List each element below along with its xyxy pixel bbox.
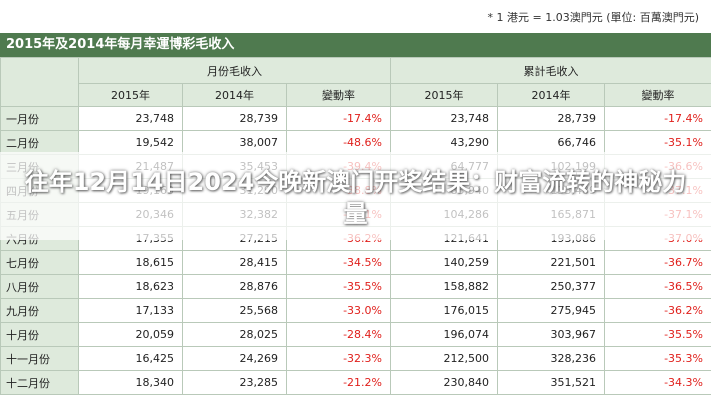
headline-overlay-band <box>0 152 711 240</box>
monthly-change-header: 變動率 <box>286 83 391 107</box>
monthly-2015-cell: 18,623 <box>78 274 183 299</box>
table-row: 十一月份 16,425 24,269 -32.3% 212,500 328,236 -35.… <box>0 346 711 371</box>
cumulative-2015-cell: 158,882 <box>390 274 498 299</box>
month-cell: 一月份 <box>0 106 79 131</box>
cumulative-2015-cell: 176,015 <box>390 298 498 323</box>
cumulative-2014-cell: 250,377 <box>497 274 605 299</box>
monthly-change-cell: -48.6% <box>286 130 391 155</box>
table-row: 九月份 17,133 25,568 -33.0% 176,015 275,945 -36.2… <box>0 298 711 323</box>
monthly-2014-header: 2014年 <box>182 83 287 107</box>
table-row: 十月份 20,059 28,025 -28.4% 196,074 303,967 -35.5… <box>0 322 711 347</box>
table-title: 2015年及2014年每月幸運博彩毛收入 <box>0 33 711 57</box>
monthly-2015-cell: 19,542 <box>78 130 183 155</box>
cumulative-2014-cell: 66,746 <box>497 130 605 155</box>
cumulative-group-header: 累計毛收入 <box>390 57 711 84</box>
group-header-row: 月份毛收入 累計毛收入 <box>0 57 711 107</box>
monthly-2015-cell: 18,340 <box>78 370 183 395</box>
month-cell: 十月份 <box>0 322 79 347</box>
cumulative-2014-cell: 328,236 <box>497 346 605 371</box>
cumulative-2015-cell: 43,290 <box>390 130 498 155</box>
month-cell: 八月份 <box>0 274 79 299</box>
month-cell: 九月份 <box>0 298 79 323</box>
month-cell: 七月份 <box>0 250 79 275</box>
table-row: 一月份 23,748 28,739 -17.4% 23,748 28,739 -17.4% <box>0 106 711 131</box>
cumulative-2015-cell: 140,259 <box>390 250 498 275</box>
table-row: 七月份 18,615 28,415 -34.5% 140,259 221,501 -36.7… <box>0 250 711 275</box>
table-row: 二月份 19,542 38,007 -48.6% 43,290 66,746 -35.1% <box>0 130 711 155</box>
monthly-group-header: 月份毛收入 <box>78 57 391 84</box>
monthly-2014-cell: 23,285 <box>182 370 287 395</box>
monthly-2014-cell: 24,269 <box>182 346 287 371</box>
cumulative-change-cell: -36.2% <box>604 298 711 323</box>
cumulative-change-cell: -35.5% <box>604 322 711 347</box>
monthly-2014-cell: 28,876 <box>182 274 287 299</box>
cumulative-2014-cell: 351,521 <box>497 370 605 395</box>
cumulative-2014-cell: 275,945 <box>497 298 605 323</box>
cumulative-2015-cell: 230,840 <box>390 370 498 395</box>
cumulative-2014-header: 2014年 <box>497 83 605 107</box>
cumulative-change-cell: -36.7% <box>604 250 711 275</box>
monthly-2015-cell: 23,748 <box>78 106 183 131</box>
cumulative-2014-cell: 28,739 <box>497 106 605 131</box>
currency-note: * 1 港元 = 1.03澳門元 (單位: 百萬澳門元) <box>487 11 699 24</box>
monthly-change-cell: -21.2% <box>286 370 391 395</box>
cumulative-change-cell: -17.4% <box>604 106 711 131</box>
sub-header-row: 2015年 2014年 變動率 2015年 2014年 變動率 <box>1 83 711 107</box>
monthly-change-cell: -32.3% <box>286 346 391 371</box>
monthly-change-cell: -33.0% <box>286 298 391 323</box>
month-cell: 十一月份 <box>0 346 79 371</box>
headline-overlay-title: 往年12月14日2024今晚新澳门开奖结果：财富流转的神秘力量 <box>24 168 687 228</box>
monthly-2015-cell: 18,615 <box>78 250 183 275</box>
cumulative-2014-cell: 303,967 <box>497 322 605 347</box>
monthly-2015-cell: 16,425 <box>78 346 183 371</box>
cumulative-2015-cell: 23,748 <box>390 106 498 131</box>
cumulative-change-header: 變動率 <box>604 83 711 107</box>
table-row: 八月份 18,623 28,876 -35.5% 158,882 250,377 -36.5… <box>0 274 711 299</box>
monthly-change-cell: -34.5% <box>286 250 391 275</box>
monthly-change-cell: -17.4% <box>286 106 391 131</box>
monthly-2014-cell: 25,568 <box>182 298 287 323</box>
cumulative-change-cell: -36.5% <box>604 274 711 299</box>
cumulative-change-cell: -34.3% <box>604 370 711 395</box>
monthly-2014-cell: 38,007 <box>182 130 287 155</box>
monthly-2015-cell: 17,133 <box>78 298 183 323</box>
cumulative-2015-cell: 212,500 <box>390 346 498 371</box>
monthly-2015-cell: 20,059 <box>78 322 183 347</box>
table-row: 十二月份 18,340 23,285 -21.2% 230,840 351,521 -34.… <box>0 370 711 395</box>
monthly-change-cell: -35.5% <box>286 274 391 299</box>
monthly-2014-cell: 28,739 <box>182 106 287 131</box>
cumulative-2015-cell: 196,074 <box>390 322 498 347</box>
month-cell: 十二月份 <box>0 370 79 395</box>
cumulative-2014-cell: 221,501 <box>497 250 605 275</box>
cumulative-2015-header: 2015年 <box>390 83 498 107</box>
cumulative-change-cell: -35.1% <box>604 130 711 155</box>
monthly-change-cell: -28.4% <box>286 322 391 347</box>
monthly-2014-cell: 28,025 <box>182 322 287 347</box>
cumulative-change-cell: -35.3% <box>604 346 711 371</box>
monthly-2014-cell: 28,415 <box>182 250 287 275</box>
month-cell: 二月份 <box>0 130 79 155</box>
corner-cell <box>0 57 79 107</box>
monthly-2015-header: 2015年 <box>78 83 183 107</box>
